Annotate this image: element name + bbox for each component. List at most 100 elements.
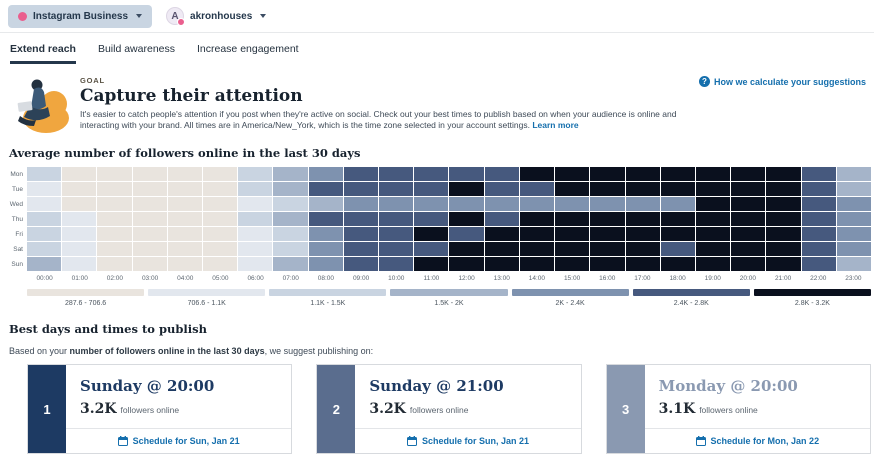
heatmap-cell[interactable] [203,227,237,241]
heatmap-cell[interactable] [97,167,131,181]
heatmap-cell[interactable] [661,242,695,256]
heatmap-cell[interactable] [133,227,167,241]
heatmap-cell[interactable] [731,242,765,256]
heatmap-cell[interactable] [626,212,660,226]
heatmap-cell[interactable] [766,242,800,256]
heatmap-cell[interactable] [168,212,202,226]
heatmap-cell[interactable] [731,257,765,271]
schedule-button[interactable]: Schedule for Sun, Jan 21 [355,428,580,453]
heatmap-cell[interactable] [344,182,378,196]
heatmap-cell[interactable] [590,197,624,211]
how-we-calculate-link[interactable]: ? How we calculate your suggestions [699,76,866,87]
heatmap-cell[interactable] [273,167,307,181]
heatmap-cell[interactable] [27,212,61,226]
heatmap-cell[interactable] [590,257,624,271]
heatmap-cell[interactable] [590,167,624,181]
heatmap-cell[interactable] [485,257,519,271]
heatmap-cell[interactable] [485,212,519,226]
heatmap-cell[interactable] [203,197,237,211]
heatmap-cell[interactable] [520,242,554,256]
heatmap-cell[interactable] [485,182,519,196]
heatmap-cell[interactable] [837,257,871,271]
heatmap-cell[interactable] [661,257,695,271]
heatmap-cell[interactable] [62,167,96,181]
heatmap-cell[interactable] [626,167,660,181]
heatmap-cell[interactable] [309,257,343,271]
heatmap-cell[interactable] [309,227,343,241]
heatmap-cell[interactable] [379,182,413,196]
heatmap-cell[interactable] [590,212,624,226]
heatmap-cell[interactable] [379,242,413,256]
heatmap-cell[interactable] [133,257,167,271]
heatmap-cell[interactable] [97,242,131,256]
heatmap-cell[interactable] [696,242,730,256]
heatmap-cell[interactable] [238,242,272,256]
heatmap-cell[interactable] [238,212,272,226]
heatmap-cell[interactable] [520,167,554,181]
heatmap-cell[interactable] [273,257,307,271]
heatmap-cell[interactable] [62,242,96,256]
heatmap-cell[interactable] [62,227,96,241]
heatmap-cell[interactable] [273,197,307,211]
heatmap-cell[interactable] [590,182,624,196]
heatmap-cell[interactable] [414,242,448,256]
heatmap-cell[interactable] [590,242,624,256]
heatmap-cell[interactable] [837,197,871,211]
heatmap-cell[interactable] [203,212,237,226]
heatmap-cell[interactable] [485,242,519,256]
heatmap-cell[interactable] [133,182,167,196]
heatmap-cell[interactable] [27,257,61,271]
heatmap-cell[interactable] [766,212,800,226]
heatmap-cell[interactable] [133,242,167,256]
profile-selector[interactable]: A akronhouses [166,7,266,25]
heatmap-cell[interactable] [520,257,554,271]
heatmap-cell[interactable] [97,257,131,271]
heatmap-cell[interactable] [802,227,836,241]
heatmap-cell[interactable] [168,257,202,271]
heatmap-cell[interactable] [555,167,589,181]
heatmap-cell[interactable] [731,227,765,241]
heatmap-cell[interactable] [661,167,695,181]
heatmap-cell[interactable] [802,242,836,256]
schedule-button[interactable]: Schedule for Mon, Jan 22 [645,428,870,453]
heatmap-cell[interactable] [309,182,343,196]
heatmap-cell[interactable] [555,212,589,226]
heatmap-cell[interactable] [133,197,167,211]
heatmap-cell[interactable] [168,197,202,211]
heatmap-cell[interactable] [273,212,307,226]
heatmap-cell[interactable] [133,167,167,181]
heatmap-cell[interactable] [731,212,765,226]
heatmap-cell[interactable] [309,212,343,226]
tab-extend-reach[interactable]: Extend reach [10,43,76,64]
heatmap-cell[interactable] [133,212,167,226]
heatmap-cell[interactable] [766,167,800,181]
heatmap-cell[interactable] [837,227,871,241]
heatmap-cell[interactable] [379,197,413,211]
heatmap-cell[interactable] [802,257,836,271]
heatmap-cell[interactable] [379,167,413,181]
heatmap-cell[interactable] [837,167,871,181]
heatmap-cell[interactable] [344,227,378,241]
heatmap-cell[interactable] [344,257,378,271]
heatmap-cell[interactable] [309,167,343,181]
heatmap-cell[interactable] [203,242,237,256]
heatmap-cell[interactable] [449,227,483,241]
heatmap-cell[interactable] [62,197,96,211]
heatmap-cell[interactable] [62,257,96,271]
heatmap-cell[interactable] [238,227,272,241]
heatmap-cell[interactable] [802,182,836,196]
heatmap-cell[interactable] [696,257,730,271]
heatmap-cell[interactable] [626,197,660,211]
heatmap-cell[interactable] [661,227,695,241]
heatmap-cell[interactable] [837,242,871,256]
heatmap-cell[interactable] [696,197,730,211]
heatmap-cell[interactable] [661,197,695,211]
heatmap-cell[interactable] [62,212,96,226]
heatmap-cell[interactable] [344,242,378,256]
heatmap-cell[interactable] [62,182,96,196]
heatmap-cell[interactable] [731,182,765,196]
heatmap-cell[interactable] [238,182,272,196]
heatmap-cell[interactable] [555,182,589,196]
heatmap-cell[interactable] [97,182,131,196]
heatmap-cell[interactable] [97,227,131,241]
